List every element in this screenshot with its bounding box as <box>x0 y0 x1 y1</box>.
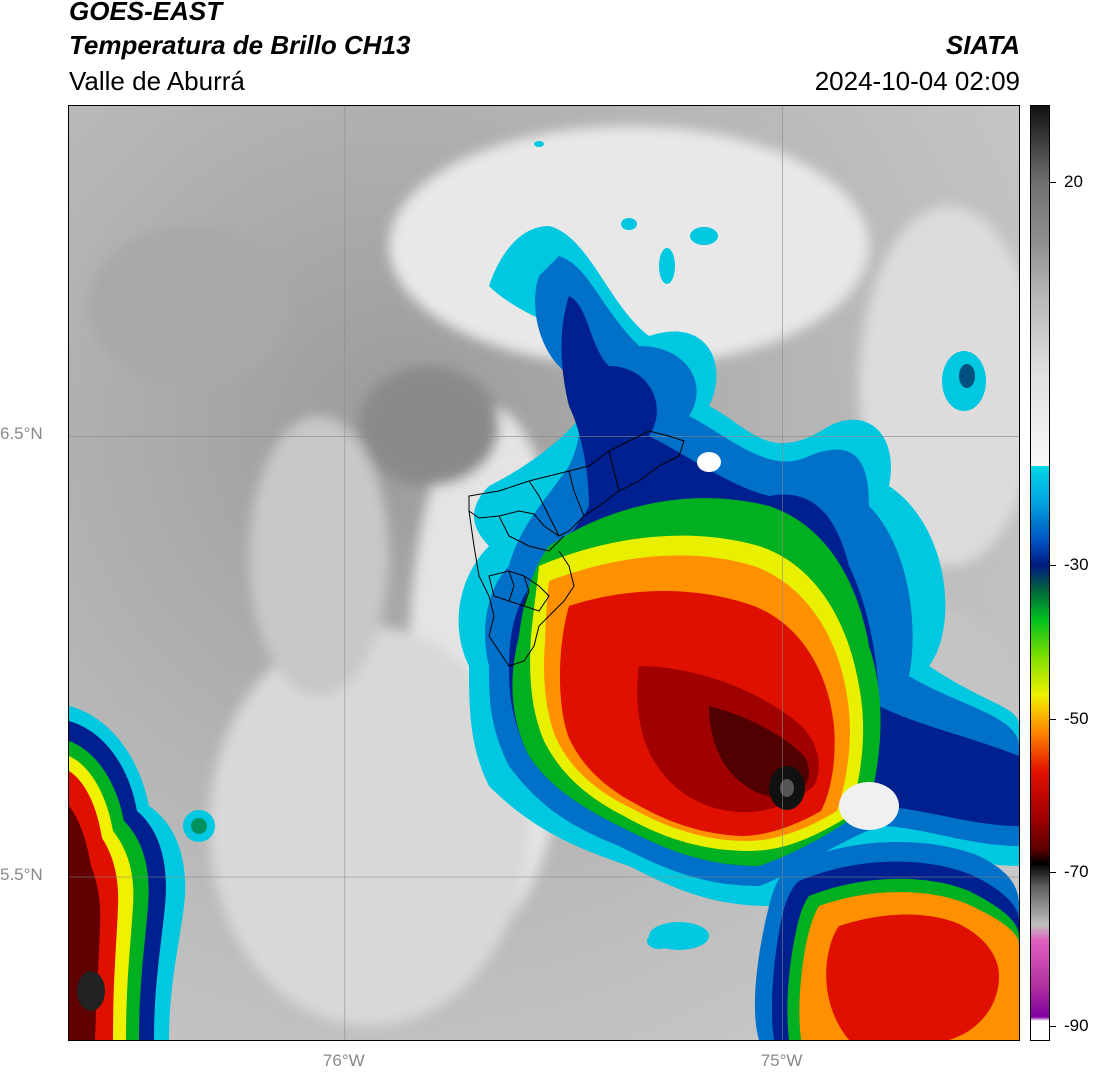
small-cells <box>534 141 986 950</box>
colorbar-tick <box>1050 565 1056 567</box>
satellite-title: GOES-EAST <box>69 0 223 26</box>
lon-label: 76°W <box>322 1051 365 1070</box>
colorbar-tick <box>1050 718 1056 720</box>
colorbar-tick-label: -90 <box>1064 1015 1089 1035</box>
colorbar-tick <box>1050 181 1056 183</box>
grid-lines <box>69 106 1019 1040</box>
product-title: Temperatura de Brillo CH13 <box>69 30 411 60</box>
datetime-label: 2024-10-04 02:09 <box>814 66 1020 96</box>
region-title: Valle de Aburrá <box>69 66 245 96</box>
brightness-temperature-map[interactable] <box>68 105 1020 1041</box>
lat-label: 5.5°N <box>0 864 43 884</box>
colorbar-tick-label: -30 <box>1064 555 1089 575</box>
southeast-storm <box>754 842 1019 1040</box>
main-storm-cell <box>458 226 1019 906</box>
colorbar-tick <box>1050 872 1056 874</box>
west-storm <box>69 706 215 1040</box>
colorbar-tick-label: -70 <box>1064 862 1089 882</box>
municipal-boundaries <box>468 430 685 667</box>
organization-label: SIATA <box>945 30 1020 60</box>
colorbar-tick-label: 20 <box>1064 171 1083 191</box>
lon-label: 75°W <box>760 1051 803 1070</box>
lat-label: 6.5°N <box>0 424 43 444</box>
colorbar-tick <box>1050 1025 1056 1027</box>
colorbar-tick-label: -50 <box>1064 708 1089 728</box>
colorbar <box>1030 105 1050 1041</box>
